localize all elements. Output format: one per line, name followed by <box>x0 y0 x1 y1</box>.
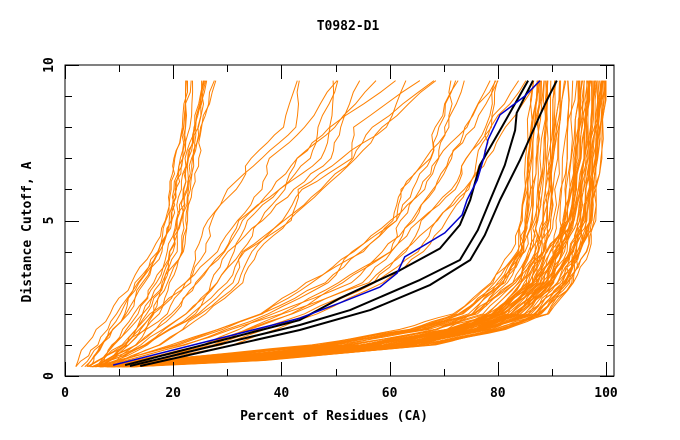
model-line-steep-left-cluster <box>100 80 217 368</box>
axis-ticks <box>65 65 614 377</box>
model-line-right-dense-cluster <box>102 80 581 368</box>
model-line-left-mid-cluster <box>86 80 300 368</box>
model-line-left-mid-cluster <box>97 80 377 368</box>
blue-model-line <box>112 80 541 366</box>
x-tick-label: 40 <box>274 386 290 401</box>
model-line-middle-cluster <box>102 80 491 368</box>
model-line-left-mid-cluster <box>103 80 407 368</box>
model-line-middle-cluster <box>111 80 499 368</box>
model-line-left-mid-cluster <box>88 80 338 368</box>
model-line-steep-left-cluster <box>103 80 208 368</box>
model-line-shallow-lower-cluster <box>95 80 535 368</box>
model-line-middle-cluster <box>102 80 457 368</box>
model-line-middle-cluster <box>125 80 540 368</box>
model-line-right-dense-cluster <box>106 80 585 368</box>
model-line-right-dense-cluster <box>116 80 590 368</box>
model-line-left-mid-cluster <box>106 80 437 368</box>
tick-labels: 0 20 40 60 80 100 0 5 10 <box>42 57 618 401</box>
black-model-3-line <box>139 80 558 367</box>
x-tick-label: 0 <box>61 386 69 401</box>
model-line-shallow-lower-cluster <box>91 80 539 368</box>
model-line-right-dense-cluster <box>127 80 607 368</box>
x-axis-label: Percent of Residues (CA) <box>240 409 428 424</box>
model-line-left-mid-cluster <box>97 80 361 368</box>
model-line-middle-cluster <box>110 80 496 368</box>
y-axis-label: Distance Cutoff, A <box>20 161 35 302</box>
model-line-shallow-lower-cluster <box>107 80 541 368</box>
x-tick-label: 100 <box>594 386 618 401</box>
chart-title: T0982-D1 <box>317 19 380 34</box>
highlighted-model-lines <box>112 80 558 367</box>
model-line-right-dense-cluster <box>132 80 601 368</box>
model-line-steep-left-cluster <box>86 80 188 367</box>
y-tick-label: 10 <box>42 57 57 73</box>
x-tick-label: 20 <box>165 386 181 401</box>
model-line-right-dense-cluster <box>131 80 604 368</box>
model-line-steep-left-cluster <box>75 80 187 368</box>
model-line-left-mid-cluster <box>107 80 435 368</box>
plot-frame <box>64 64 615 377</box>
model-line-middle-cluster <box>110 80 497 368</box>
model-line-left-mid-cluster <box>92 80 335 368</box>
x-tick-label: 80 <box>490 386 506 401</box>
background-model-lines <box>75 80 607 368</box>
model-line-shallow-lower-cluster <box>111 80 540 368</box>
y-tick-label: 5 <box>42 217 57 225</box>
x-tick-label: 60 <box>382 386 398 401</box>
model-line-left-mid-cluster <box>99 80 396 368</box>
black-model-1-line <box>124 80 529 367</box>
model-line-right-dense-cluster <box>131 80 600 368</box>
model-line-right-dense-cluster <box>117 80 595 368</box>
model-line-middle-cluster <box>96 80 465 368</box>
model-line-shallow-lower-cluster <box>114 80 547 368</box>
model-line-right-dense-cluster <box>131 80 605 368</box>
black-model-2-line <box>129 80 534 367</box>
model-line-middle-cluster <box>112 80 498 368</box>
model-line-middle-cluster <box>95 80 453 368</box>
y-tick-label: 0 <box>42 372 57 380</box>
model-line-left-mid-cluster <box>88 80 298 368</box>
